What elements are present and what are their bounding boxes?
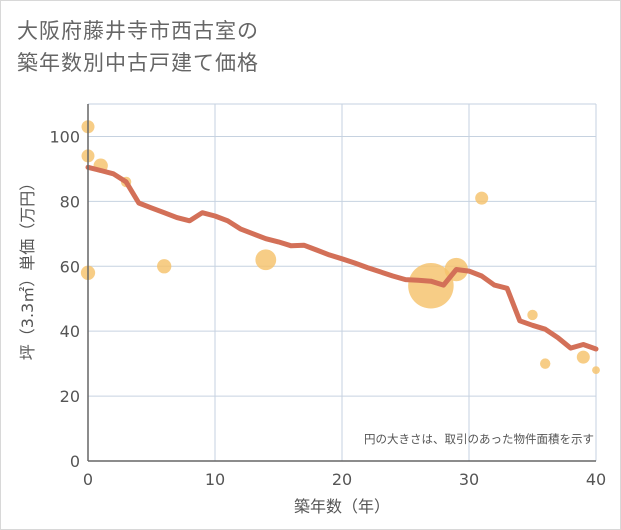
data-bubble xyxy=(475,191,489,205)
y-tick-label: 0 xyxy=(70,452,80,471)
y-tick-label: 80 xyxy=(60,192,80,211)
tick-labels: 0 20 40 60 80 100 0 10 20 30 40 xyxy=(49,127,606,489)
data-bubble xyxy=(408,262,454,309)
chart-title: 大阪府藤井寺市西古室の 築年数別中古戸建て価格 xyxy=(17,15,259,79)
data-bubble xyxy=(540,358,551,369)
x-axis-title: 築年数（年） xyxy=(294,497,390,516)
grid-lines xyxy=(88,103,597,461)
x-tick-label: 30 xyxy=(459,470,479,489)
x-tick-label: 10 xyxy=(205,470,225,489)
bubble-size-note: 円の大きさは、取引のあった物件面積を示す xyxy=(364,432,594,446)
y-tick-label: 100 xyxy=(49,127,80,146)
x-tick-label: 20 xyxy=(332,470,352,489)
data-bubble xyxy=(576,350,590,364)
y-tick-label: 60 xyxy=(60,257,80,276)
x-tick-label: 0 xyxy=(83,470,93,489)
axes xyxy=(87,104,596,462)
data-bubble xyxy=(255,249,277,271)
data-bubble xyxy=(592,366,600,375)
data-bubble xyxy=(527,309,538,321)
y-axis-title: 坪（3.3㎡）単価（万円） xyxy=(18,175,37,360)
x-tick-label: 40 xyxy=(586,470,606,489)
data-bubble xyxy=(157,259,172,274)
y-tick-label: 20 xyxy=(60,387,80,406)
chart-title-line-2: 築年数別中古戸建て価格 xyxy=(17,51,259,75)
chart-title-line-1: 大阪府藤井寺市西古室の xyxy=(17,19,259,43)
trend-line xyxy=(85,164,599,352)
y-tick-label: 40 xyxy=(60,322,80,341)
